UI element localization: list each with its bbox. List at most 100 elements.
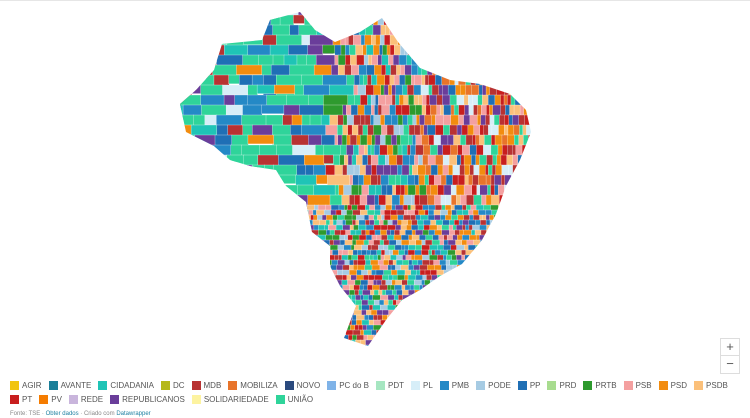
municipality[interactable] <box>532 245 536 251</box>
municipality[interactable] <box>532 125 536 136</box>
municipality[interactable] <box>295 269 300 276</box>
municipality[interactable] <box>285 194 297 214</box>
municipality[interactable] <box>268 314 277 321</box>
municipality[interactable] <box>362 154 369 166</box>
municipality[interactable] <box>407 184 417 196</box>
municipality[interactable] <box>534 325 541 331</box>
municipality[interactable] <box>523 274 532 281</box>
municipality[interactable] <box>267 309 273 316</box>
municipality[interactable] <box>482 254 489 261</box>
municipality[interactable] <box>257 344 266 351</box>
municipality[interactable] <box>452 5 461 16</box>
municipality[interactable] <box>266 224 274 231</box>
municipality[interactable] <box>530 64 537 76</box>
municipality[interactable] <box>340 34 346 46</box>
municipality[interactable] <box>389 34 399 46</box>
municipality[interactable] <box>281 289 288 296</box>
municipality[interactable] <box>189 219 198 226</box>
municipality[interactable] <box>231 314 237 321</box>
municipality[interactable] <box>194 194 210 214</box>
municipality[interactable] <box>432 44 440 56</box>
municipality[interactable] <box>246 279 256 286</box>
municipality[interactable] <box>203 249 210 256</box>
municipality[interactable] <box>470 304 478 311</box>
municipality[interactable] <box>407 5 415 16</box>
municipality[interactable] <box>488 14 497 26</box>
municipality[interactable] <box>525 44 532 56</box>
municipality[interactable] <box>434 264 442 271</box>
municipality[interactable] <box>512 14 517 26</box>
municipality[interactable] <box>222 334 227 341</box>
municipality[interactable] <box>233 304 242 311</box>
municipality[interactable] <box>262 209 271 216</box>
municipality[interactable] <box>360 229 367 236</box>
municipality[interactable] <box>487 314 494 321</box>
municipality[interactable] <box>486 264 493 271</box>
municipality[interactable] <box>465 249 473 256</box>
municipality[interactable] <box>408 244 416 251</box>
municipality[interactable] <box>338 204 345 211</box>
municipality[interactable] <box>346 209 354 216</box>
municipality[interactable] <box>213 284 221 291</box>
municipality[interactable] <box>306 219 314 226</box>
municipality[interactable] <box>491 209 501 216</box>
municipality[interactable] <box>397 334 403 341</box>
municipality[interactable] <box>373 324 382 331</box>
municipality[interactable] <box>373 5 378 16</box>
municipality[interactable] <box>216 174 231 188</box>
municipality[interactable] <box>363 74 368 86</box>
municipality[interactable] <box>195 339 201 346</box>
municipality[interactable] <box>408 239 417 246</box>
municipality[interactable] <box>257 274 265 281</box>
municipality[interactable] <box>490 294 499 301</box>
municipality[interactable] <box>279 334 285 341</box>
municipality[interactable] <box>208 254 215 261</box>
municipality[interactable] <box>333 339 341 346</box>
municipality[interactable] <box>187 339 193 346</box>
municipality[interactable] <box>356 334 365 341</box>
municipality[interactable] <box>287 249 295 256</box>
municipality[interactable] <box>333 239 341 246</box>
municipality[interactable] <box>337 14 345 26</box>
municipality[interactable] <box>247 329 253 336</box>
municipality[interactable] <box>422 259 430 266</box>
municipality[interactable] <box>456 124 463 136</box>
municipality[interactable] <box>321 339 330 346</box>
municipality[interactable] <box>525 279 530 286</box>
municipality[interactable] <box>446 264 454 271</box>
municipality[interactable] <box>277 234 286 241</box>
municipality[interactable] <box>175 134 196 146</box>
municipality[interactable] <box>425 54 431 66</box>
municipality[interactable] <box>313 224 320 231</box>
municipality[interactable] <box>504 234 512 241</box>
municipality[interactable] <box>296 229 303 236</box>
municipality[interactable] <box>501 229 507 236</box>
municipality[interactable] <box>276 219 284 226</box>
municipality[interactable] <box>325 309 330 316</box>
municipality[interactable] <box>526 5 535 16</box>
municipality[interactable] <box>362 14 371 26</box>
municipality[interactable] <box>392 54 400 66</box>
municipality[interactable] <box>514 254 523 261</box>
municipality[interactable] <box>264 344 269 351</box>
municipality[interactable] <box>258 279 265 286</box>
municipality[interactable] <box>476 274 485 281</box>
municipality[interactable] <box>324 329 334 336</box>
municipality[interactable] <box>458 104 466 116</box>
municipality[interactable] <box>342 114 348 126</box>
municipality[interactable] <box>467 324 476 331</box>
municipality[interactable] <box>271 254 281 261</box>
municipality[interactable] <box>324 254 330 261</box>
municipality[interactable] <box>311 239 316 246</box>
municipality[interactable] <box>448 319 454 326</box>
municipality[interactable] <box>253 334 258 341</box>
municipality[interactable] <box>414 194 421 206</box>
municipality[interactable] <box>521 94 528 106</box>
municipality[interactable] <box>532 335 537 341</box>
municipality[interactable] <box>448 54 456 66</box>
municipality[interactable] <box>400 174 409 186</box>
municipality[interactable] <box>215 209 221 216</box>
municipality[interactable] <box>190 284 197 291</box>
municipality[interactable] <box>284 304 289 311</box>
municipality[interactable] <box>250 344 258 351</box>
